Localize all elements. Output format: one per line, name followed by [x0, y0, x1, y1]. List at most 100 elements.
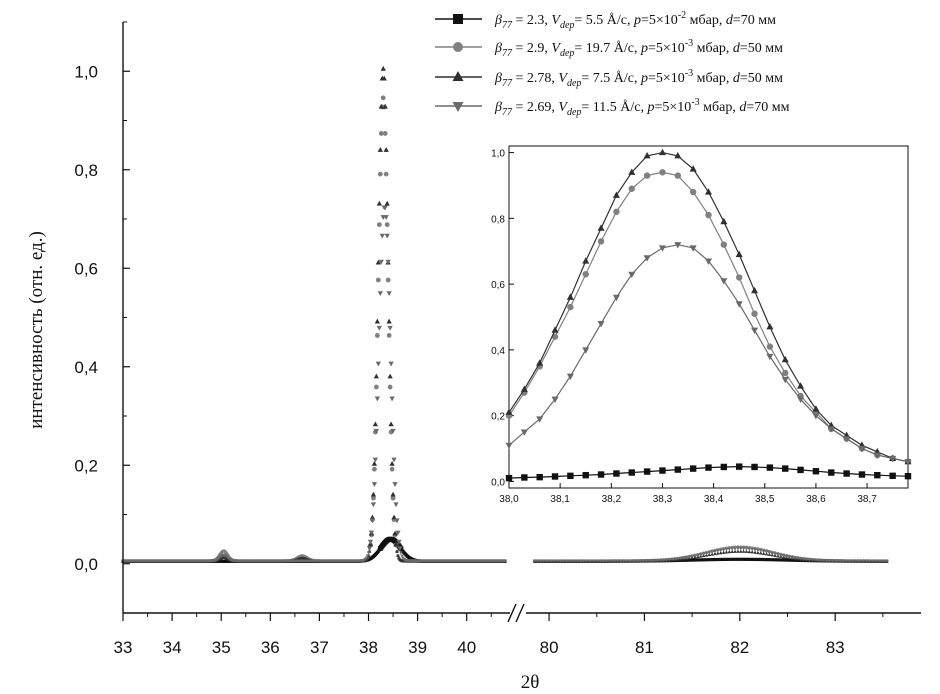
inset-data-point: [843, 436, 851, 443]
inset-data-point: [797, 466, 804, 474]
legend-part-beta: β: [494, 41, 502, 56]
data-point: [744, 547, 749, 551]
legend-part-v_sub: dep: [560, 20, 574, 31]
data-point: [741, 549, 746, 553]
data-point: [374, 318, 380, 324]
legend-part-p_unit: мбар,: [693, 41, 733, 56]
inset-data-point: [735, 463, 743, 470]
data-point: [741, 547, 746, 551]
data-point: [396, 539, 402, 545]
data-point: [884, 559, 889, 563]
data-point: [701, 558, 706, 562]
data-point: [770, 558, 774, 562]
data-point: [747, 549, 752, 554]
legend-label: β77 = 2.3, Vdep= 5.5 Å/c, p=5×10-2 мбар,…: [494, 10, 776, 31]
inset-x-tick-label: 38,4: [704, 494, 724, 505]
inset-data-point: [689, 245, 697, 252]
x-tick-label: 35: [212, 638, 231, 657]
inset-data-point: [628, 168, 636, 175]
inset-data-point: [766, 323, 774, 330]
data-point: [653, 559, 657, 563]
data-point: [658, 558, 663, 562]
inset-data-point: [551, 333, 559, 340]
inset-data-point: [705, 211, 712, 219]
data-point: [392, 530, 398, 536]
legend-part-v_sub: dep: [567, 107, 581, 118]
inset-background: [477, 142, 916, 514]
data-point: [776, 553, 780, 557]
legend-label: β77 = 2.9, Vdep= 19.7 Å/c, p=5×10-3 мбар…: [494, 38, 783, 59]
legend-part-p_unit: мбар,: [686, 13, 726, 28]
inset-data-point: [781, 376, 789, 384]
data-point: [607, 559, 611, 563]
inset-data-point: [505, 474, 513, 482]
data-point: [390, 428, 396, 434]
legend-marker: [453, 42, 463, 52]
data-point: [380, 65, 386, 71]
data-point: [759, 549, 763, 553]
data-point: [375, 361, 381, 367]
data-point: [383, 171, 389, 177]
data-point: [724, 557, 729, 561]
data-point: [384, 233, 390, 239]
data-point: [535, 559, 540, 563]
data-point: [394, 518, 400, 524]
data-point: [784, 554, 789, 559]
inset-data-point: [689, 465, 697, 472]
inset-data-point: [597, 321, 605, 328]
data-point: [381, 75, 387, 81]
inset-data-point: [705, 464, 712, 471]
data-point: [793, 558, 797, 562]
data-point: [547, 559, 551, 563]
inset-data-point: [582, 257, 590, 264]
data-point: [373, 428, 380, 434]
legend-marker: [453, 14, 463, 24]
x-tick-label: 38: [359, 638, 378, 657]
data-point: [581, 559, 586, 563]
data-point: [790, 555, 795, 560]
data-point: [853, 559, 857, 563]
inset-data-point: [720, 241, 728, 248]
data-point: [567, 559, 571, 563]
data-point: [684, 556, 689, 560]
data-point: [681, 558, 686, 562]
data-point: [604, 559, 609, 563]
data-point: [801, 557, 806, 561]
data-point: [376, 222, 382, 228]
data-point: [613, 559, 617, 563]
legend-part-beta_sub: 77: [502, 48, 513, 59]
inset-data-point: [704, 258, 713, 265]
data-point: [773, 552, 777, 556]
data-point: [704, 552, 709, 556]
legend-part-d_val: =50 мм: [740, 71, 783, 86]
inset-data-point: [858, 471, 866, 478]
inset-data-point: [674, 466, 682, 473]
data-point: [379, 233, 385, 239]
legend-part-beta_val: = 2.69,: [512, 100, 558, 115]
data-point: [636, 559, 640, 563]
data-point: [369, 514, 376, 520]
legend-part-d_val: =50 мм: [740, 41, 783, 56]
inset-data-point: [582, 271, 589, 278]
inset-data-point: [659, 467, 666, 474]
inset-data-point: [567, 472, 574, 480]
x-axis-title: 2θ: [521, 672, 540, 693]
data-point: [759, 557, 763, 562]
data-point: [638, 559, 643, 563]
legend-part-beta: β: [494, 13, 502, 28]
data-point: [382, 131, 388, 136]
data-point: [533, 559, 537, 563]
data-point: [624, 559, 629, 563]
data-point: [621, 559, 626, 563]
data-point: [710, 550, 714, 554]
inset-data-point: [751, 310, 758, 317]
legend-part-v_val: = 7.5 Å/c,: [581, 70, 641, 86]
inset-y-tick-label: 0,2: [491, 412, 505, 423]
data-point: [721, 550, 726, 554]
inset-y-tick-label: 0,4: [491, 346, 505, 357]
data-point: [747, 547, 752, 551]
legend-part-d_val: =70 мм: [733, 13, 776, 28]
data-point: [393, 541, 399, 547]
inset-data-point: [658, 148, 666, 156]
legend-part-d: d: [733, 71, 741, 86]
